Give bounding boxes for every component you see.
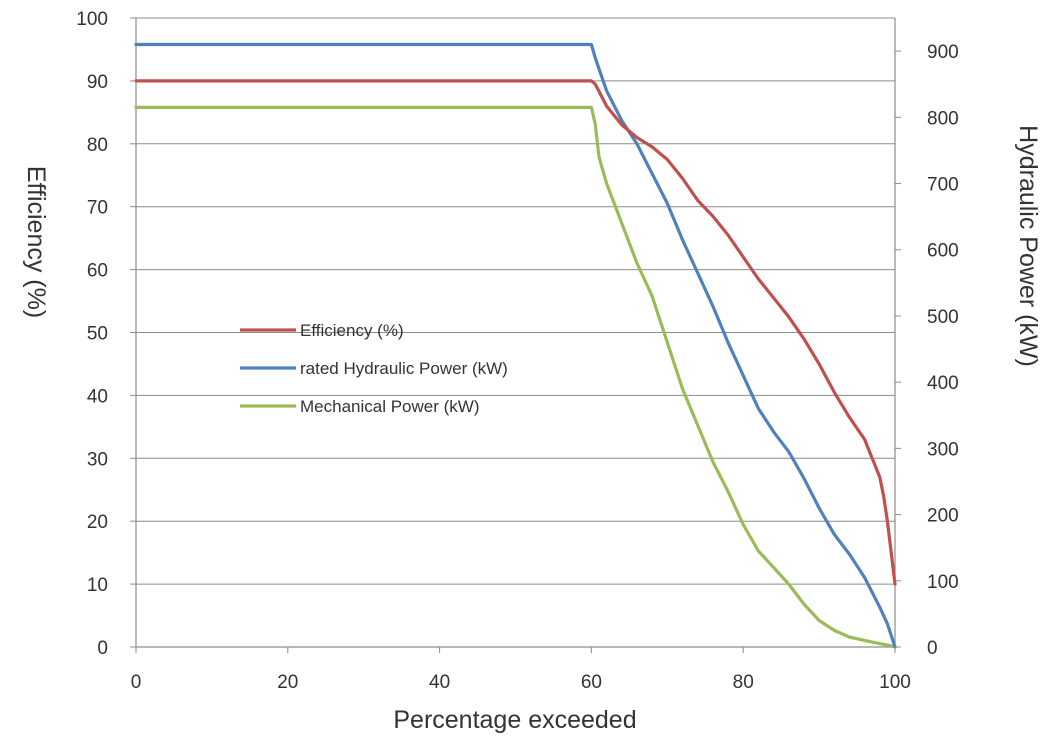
x-tick-label: 0 (131, 672, 142, 693)
left-tick-label: 70 (87, 198, 108, 219)
series-line-mechanical-power-kw (134, 105, 897, 649)
series-lines (134, 42, 897, 649)
legend-label-rated-hydraulic-power-kw: rated Hydraulic Power (kW) (300, 359, 508, 378)
right-tick-label: 800 (927, 108, 959, 129)
x-tick-label: 40 (429, 672, 450, 693)
right-tick-label: 0 (927, 638, 938, 659)
legend-label-efficiency: Efficiency (%) (300, 321, 404, 340)
left-tick-label: 20 (87, 512, 108, 533)
left-axis-ticks: 0 10 20 30 40 50 60 70 80 90 100 (76, 9, 136, 659)
left-tick-label: 10 (87, 575, 108, 596)
x-tick-label: 100 (879, 672, 911, 693)
right-axis-ticks: 0 100 200 300 400 500 600 700 800 900 (895, 42, 959, 659)
left-tick-label: 40 (87, 386, 108, 407)
x-axis-ticks: 0 20 40 60 80 100 (131, 647, 911, 693)
x-tick-label: 80 (733, 672, 754, 693)
series-line-efficiency (134, 79, 897, 586)
right-tick-label: 500 (927, 307, 959, 328)
right-tick-label: 100 (927, 572, 959, 593)
left-tick-label: 80 (87, 135, 108, 156)
left-tick-label: 60 (87, 261, 108, 282)
series-line-rated-hydraulic-power-kw (134, 42, 897, 649)
left-axis-title: Efficiency (%) (22, 166, 50, 318)
right-tick-label: 600 (927, 241, 959, 262)
left-tick-label: 90 (87, 72, 108, 93)
x-tick-label: 20 (277, 672, 298, 693)
legend: Efficiency (%) rated Hydraulic Power (kW)… (240, 321, 508, 416)
left-tick-label: 30 (87, 449, 108, 470)
x-tick-label: 60 (581, 672, 602, 693)
left-tick-label: 50 (87, 324, 108, 345)
right-axis-title: Hydraulic Power (kW) (1014, 125, 1042, 367)
right-tick-label: 200 (927, 506, 959, 527)
right-tick-label: 700 (927, 175, 959, 196)
x-axis-title: Percentage exceeded (393, 706, 636, 734)
right-tick-label: 900 (927, 42, 959, 63)
legend-label-mechanical-power-kw: Mechanical Power (kW) (300, 397, 480, 416)
left-tick-label: 0 (97, 638, 108, 659)
right-tick-label: 400 (927, 373, 959, 394)
right-tick-label: 300 (927, 439, 959, 460)
left-tick-label: 100 (76, 9, 108, 30)
